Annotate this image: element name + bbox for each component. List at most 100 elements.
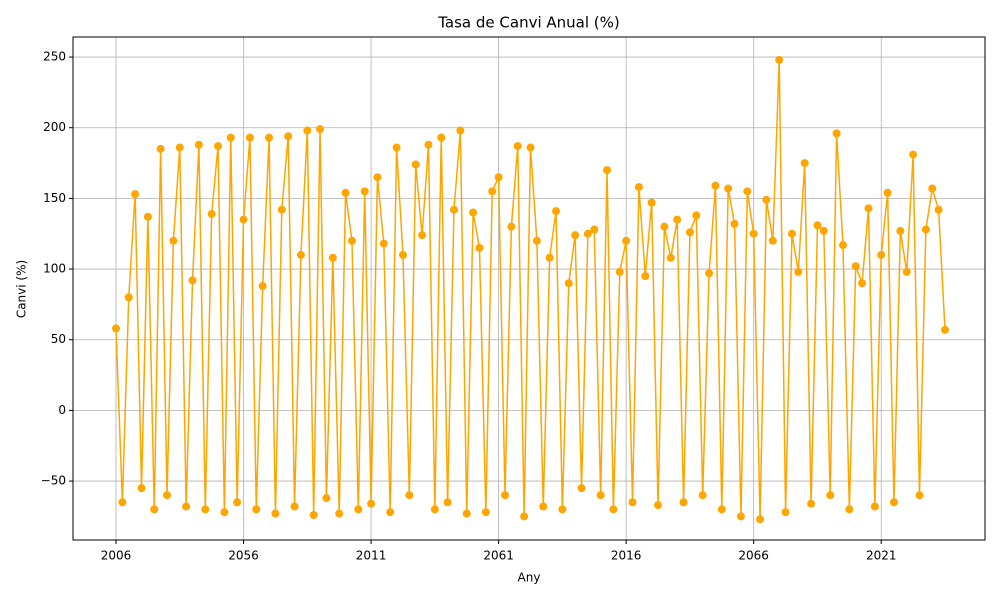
- y-tick-label: −50: [41, 474, 66, 488]
- marker: [807, 499, 816, 508]
- marker: [507, 222, 516, 231]
- marker: [143, 212, 152, 221]
- marker: [214, 142, 223, 151]
- marker: [112, 324, 120, 333]
- marker: [418, 231, 427, 240]
- y-tick-label: 200: [43, 120, 66, 134]
- marker: [724, 184, 733, 193]
- marker: [131, 190, 140, 199]
- marker: [787, 229, 796, 238]
- marker: [481, 508, 490, 517]
- marker: [175, 143, 184, 152]
- marker: [564, 279, 573, 288]
- marker: [494, 173, 503, 182]
- marker: [756, 515, 765, 524]
- x-tick-label: 2061: [483, 549, 514, 563]
- marker: [845, 505, 854, 514]
- marker: [373, 173, 382, 182]
- marker: [156, 144, 165, 153]
- marker: [430, 505, 439, 514]
- marker: [367, 499, 376, 508]
- marker: [411, 160, 420, 169]
- marker: [271, 509, 280, 518]
- marker: [870, 502, 879, 511]
- plot-frame: [72, 36, 986, 541]
- marker: [858, 279, 867, 288]
- marker: [347, 236, 356, 245]
- marker: [303, 126, 312, 135]
- y-tick-label: 50: [51, 332, 66, 346]
- marker: [182, 502, 191, 511]
- marker: [819, 226, 828, 235]
- marker: [201, 505, 210, 514]
- marker: [838, 241, 847, 250]
- marker: [736, 512, 745, 521]
- marker: [851, 262, 860, 271]
- marker: [545, 253, 554, 262]
- marker: [207, 209, 216, 218]
- marker: [889, 498, 898, 507]
- marker: [335, 509, 344, 518]
- marker: [443, 498, 452, 507]
- marker: [698, 491, 707, 500]
- marker: [194, 140, 203, 149]
- marker: [392, 143, 401, 152]
- marker: [437, 133, 446, 142]
- marker: [277, 205, 286, 214]
- marker: [762, 195, 771, 204]
- marker: [921, 225, 930, 234]
- marker: [571, 231, 580, 240]
- marker: [781, 508, 790, 517]
- marker: [864, 204, 873, 213]
- marker: [915, 491, 924, 500]
- marker: [449, 205, 458, 214]
- marker: [424, 140, 433, 149]
- marker: [679, 498, 688, 507]
- marker: [398, 250, 407, 259]
- marker: [813, 221, 822, 230]
- marker: [666, 253, 675, 262]
- marker: [405, 491, 414, 500]
- marker: [500, 491, 509, 500]
- marker: [628, 498, 637, 507]
- marker: [615, 267, 624, 276]
- x-tick-label: 2066: [738, 549, 769, 563]
- marker: [462, 509, 471, 518]
- marker: [902, 267, 911, 276]
- marker: [685, 228, 694, 237]
- x-tick-label: 2021: [866, 549, 897, 563]
- marker: [309, 510, 318, 519]
- marker: [252, 505, 261, 514]
- y-tick-label: 0: [58, 403, 66, 417]
- marker: [220, 508, 229, 517]
- marker: [660, 222, 669, 231]
- marker: [711, 181, 720, 190]
- marker: [386, 508, 395, 517]
- x-tick-label: 2011: [356, 549, 387, 563]
- marker: [896, 226, 905, 235]
- marker: [124, 293, 133, 302]
- marker: [941, 325, 949, 334]
- marker: [226, 133, 235, 142]
- marker: [934, 205, 943, 214]
- marker: [654, 501, 663, 510]
- y-tick-label: 250: [43, 50, 66, 64]
- marker: [379, 239, 388, 248]
- marker: [883, 188, 892, 197]
- marker: [558, 505, 567, 514]
- marker: [163, 491, 172, 500]
- marker: [928, 184, 937, 193]
- marker: [475, 243, 484, 252]
- marker: [832, 129, 841, 138]
- marker: [239, 215, 248, 224]
- marker: [539, 502, 548, 511]
- marker: [316, 125, 325, 134]
- marker: [488, 187, 497, 196]
- x-tick-label: 2016: [611, 549, 642, 563]
- marker: [469, 208, 478, 217]
- marker: [265, 133, 274, 142]
- marker: [188, 276, 197, 285]
- marker: [590, 225, 599, 234]
- marker: [730, 219, 739, 228]
